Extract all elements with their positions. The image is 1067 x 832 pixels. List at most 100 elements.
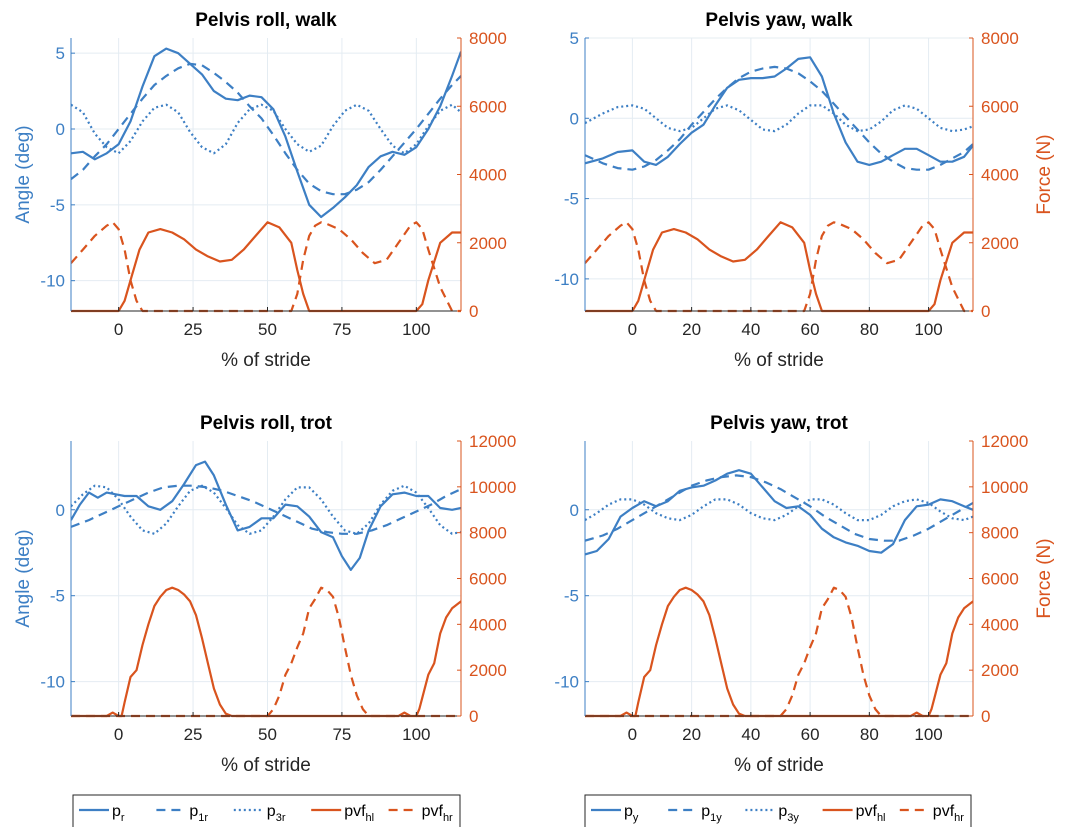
x-tick-label: 80 xyxy=(860,320,879,339)
right-y-tick-label: 0 xyxy=(469,302,478,321)
x-tick-label: 60 xyxy=(801,320,820,339)
legend-entry-subscript: 3y xyxy=(787,812,799,824)
right-y-tick-label: 0 xyxy=(981,302,990,321)
series-line-p-1y xyxy=(585,474,973,542)
x-tick-label: 40 xyxy=(741,320,760,339)
right-y-axis-label: Force (N) xyxy=(1034,538,1055,618)
right-y-tick-label: 2000 xyxy=(469,661,507,680)
legend-entry-label: pvfhl xyxy=(856,803,886,824)
right-y-tick-label: 6000 xyxy=(981,97,1019,116)
x-tick-label: 25 xyxy=(184,725,203,744)
x-tick-label: 75 xyxy=(332,320,351,339)
legend-entry-base: p xyxy=(624,803,633,820)
chart-title: Pelvis yaw, walk xyxy=(705,10,853,31)
legend-entry-label: p1r xyxy=(189,803,208,824)
series-line-p-r xyxy=(71,460,461,572)
right-y-tick-label: 0 xyxy=(469,707,478,726)
legend-entry-base: pvf xyxy=(933,803,955,820)
series-line-p-3r xyxy=(71,103,461,155)
right-y-tick-label: 10000 xyxy=(981,478,1028,497)
x-tick-label: 75 xyxy=(332,725,351,744)
series-line-pvf-hl xyxy=(585,221,973,313)
x-axis-label: % of stride xyxy=(734,350,824,371)
right-y-tick-label: 10000 xyxy=(469,478,516,497)
x-axis-label: % of stride xyxy=(734,755,824,776)
legend-box xyxy=(72,794,461,832)
legend-entry-base: p xyxy=(267,803,276,820)
x-tick-label: 20 xyxy=(682,320,701,339)
left-y-tick-label: 0 xyxy=(570,109,579,128)
x-tick-label: 100 xyxy=(402,725,430,744)
right-y-tick-label: 2000 xyxy=(469,234,507,253)
x-axis-label: % of stride xyxy=(221,755,311,776)
legend-box xyxy=(584,794,972,832)
series-line-p-3r xyxy=(71,484,461,535)
legend-1: pr p1r p3r pvfhl pvfhr xyxy=(72,794,461,832)
series-line-pvf-hr xyxy=(71,221,461,313)
left-y-tick-label: 0 xyxy=(570,501,579,520)
legend-entry-base: p xyxy=(778,803,787,820)
legend-2: py p1y p3y pvfhl pvfhr xyxy=(584,794,972,832)
series-line-pvf-hr xyxy=(585,221,973,313)
right-y-tick-label: 6000 xyxy=(981,570,1019,589)
x-tick-label: 50 xyxy=(258,725,277,744)
left-y-tick-label: -10 xyxy=(554,270,579,289)
series-line-pvf-hl xyxy=(585,586,973,718)
legend-entry-base: p xyxy=(112,803,121,820)
left-y-tick-label: -5 xyxy=(50,587,65,606)
x-tick-label: 20 xyxy=(682,725,701,744)
series-line-p-1y xyxy=(585,65,973,171)
legend-entry-subscript: hr xyxy=(443,812,453,824)
legend-entry-subscript: 1y xyxy=(710,812,722,824)
right-y-tick-label: 4000 xyxy=(469,615,507,634)
legend-entry-label: pvfhr xyxy=(422,803,453,824)
right-y-tick-label: 2000 xyxy=(981,661,1019,680)
right-y-tick-label: 8000 xyxy=(469,29,507,48)
x-tick-label: 0 xyxy=(114,725,123,744)
legend-entry-subscript: 3r xyxy=(276,812,286,824)
chart-panel-2: 0 20 40 60 80 100 -10 -5 0 5 0 2000 4000 6000 8000 Pelv… xyxy=(554,10,1055,371)
x-tick-label: 0 xyxy=(628,320,637,339)
left-y-tick-label: -10 xyxy=(554,673,579,692)
right-y-tick-label: 6000 xyxy=(469,97,507,116)
right-y-tick-label: 2000 xyxy=(981,234,1019,253)
chart-title: Pelvis roll, trot xyxy=(200,413,333,434)
series-line-pvf-hl xyxy=(71,221,461,313)
x-tick-label: 80 xyxy=(860,725,879,744)
x-tick-label: 60 xyxy=(801,725,820,744)
legend-entry-subscript: hr xyxy=(954,812,964,824)
series-line-p-y xyxy=(585,56,973,166)
series-line-pvf-hl xyxy=(71,586,461,718)
right-y-tick-label: 12000 xyxy=(981,432,1028,451)
legend-entry-label: py xyxy=(624,803,639,824)
left-y-axis-label: Angle (deg) xyxy=(13,125,34,223)
left-y-tick-label: -5 xyxy=(564,190,579,209)
right-y-tick-label: 0 xyxy=(981,707,990,726)
x-tick-label: 100 xyxy=(402,320,430,339)
legend-entry-base: pvf xyxy=(856,803,878,820)
right-y-axis-label: Force (N) xyxy=(1034,134,1055,214)
left-y-tick-label: 5 xyxy=(570,29,579,48)
legend-entry-base: p xyxy=(189,803,198,820)
series-line-pvf-hr xyxy=(71,586,461,718)
x-tick-label: 50 xyxy=(258,320,277,339)
x-tick-label: 100 xyxy=(914,725,942,744)
right-y-tick-label: 8000 xyxy=(981,29,1019,48)
chart-title: Pelvis yaw, trot xyxy=(710,413,848,434)
legend-entry-label: pr xyxy=(112,803,125,824)
right-y-tick-label: 6000 xyxy=(469,570,507,589)
x-tick-label: 40 xyxy=(741,725,760,744)
left-y-tick-label: -10 xyxy=(40,673,65,692)
right-y-tick-label: 4000 xyxy=(981,615,1019,634)
right-y-tick-label: 8000 xyxy=(469,524,507,543)
legend-entry-base: pvf xyxy=(344,803,366,820)
series-line-p-3y xyxy=(585,104,973,133)
left-y-axis-label: Angle (deg) xyxy=(13,529,34,627)
left-y-tick-label: -10 xyxy=(40,272,65,291)
x-tick-label: 25 xyxy=(184,320,203,339)
left-y-tick-label: 0 xyxy=(56,501,65,520)
legend-entry-label: p3r xyxy=(267,803,286,824)
series-line-pvf-hr xyxy=(585,586,973,718)
x-tick-label: 0 xyxy=(114,320,123,339)
